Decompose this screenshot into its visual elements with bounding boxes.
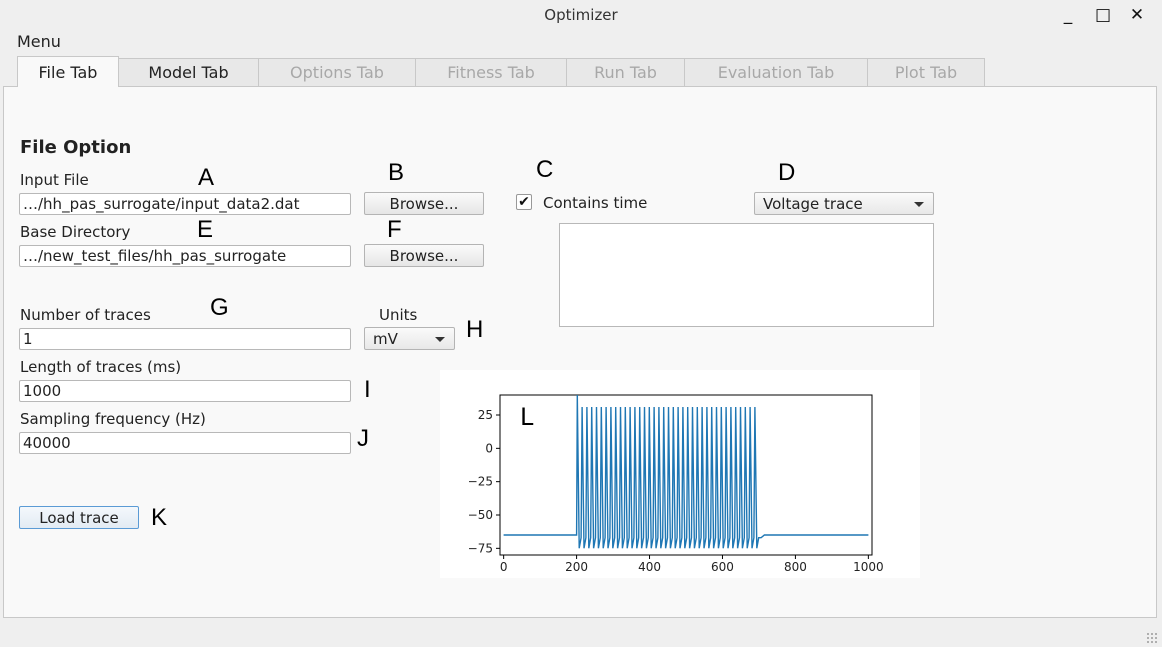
- base-directory-field[interactable]: …/new_test_files/hh_pas_surrogate: [19, 245, 351, 267]
- sampling-frequency-label: Sampling frequency (Hz): [20, 410, 206, 428]
- y-tick-label: −50: [468, 508, 493, 522]
- annotation-k: K: [151, 504, 168, 531]
- units-label: Units: [379, 306, 418, 324]
- menu-bar: Menu: [0, 30, 1162, 54]
- tab-file[interactable]: File Tab: [17, 56, 119, 87]
- minimize-icon[interactable]: _: [1063, 5, 1073, 25]
- x-tick-label: 400: [638, 560, 661, 574]
- length-of-traces-field[interactable]: 1000: [19, 380, 351, 402]
- annotation-e: E: [197, 216, 214, 243]
- annotation-d: D: [778, 159, 796, 186]
- input-file-value: …/hh_pas_surrogate/input_data2.dat: [23, 195, 300, 213]
- tab-options: Options Tab: [258, 58, 416, 86]
- trace-plot: 0 200 400 600 800 1000 25 0 −25 −50 −75 L: [440, 370, 920, 578]
- input-file-field[interactable]: …/hh_pas_surrogate/input_data2.dat: [19, 193, 351, 215]
- x-tick-label: 600: [711, 560, 734, 574]
- file-option-heading: File Option: [20, 137, 132, 158]
- trace-list-box[interactable]: [559, 223, 934, 327]
- close-icon[interactable]: ✕: [1129, 5, 1145, 25]
- y-tick-label: −75: [468, 541, 493, 555]
- base-directory-label: Base Directory: [20, 223, 131, 241]
- units-dropdown[interactable]: mV: [364, 327, 455, 350]
- input-file-label: Input File: [20, 171, 89, 189]
- annotation-i: I: [364, 376, 371, 403]
- chevron-down-icon: [914, 202, 924, 207]
- y-tick-label: −25: [468, 475, 493, 489]
- units-value: mV: [373, 329, 398, 348]
- tab-model[interactable]: Model Tab: [118, 58, 259, 86]
- tab-plot: Plot Tab: [867, 58, 985, 86]
- contains-time-label: Contains time: [543, 194, 648, 212]
- voltage-trace-line: [503, 394, 869, 549]
- base-directory-value: …/new_test_files/hh_pas_surrogate: [23, 247, 287, 265]
- resize-grip-icon[interactable]: [1146, 632, 1158, 644]
- maximize-icon[interactable]: □: [1094, 5, 1112, 25]
- annotation-a: A: [198, 164, 215, 191]
- number-of-traces-label: Number of traces: [20, 306, 151, 324]
- input-file-browse-button[interactable]: Browse...: [364, 192, 484, 215]
- trace-type-dropdown[interactable]: Voltage trace: [754, 192, 934, 215]
- annotation-j: J: [357, 425, 369, 452]
- x-tick-label: 1000: [853, 560, 884, 574]
- annotation-f: F: [387, 216, 402, 243]
- contains-time-checkbox[interactable]: ✔: [516, 194, 532, 210]
- x-tick-label: 800: [784, 560, 807, 574]
- annotation-g: G: [210, 294, 229, 321]
- tab-bar: File Tab Model Tab Options Tab Fitness T…: [3, 56, 1162, 87]
- load-trace-button[interactable]: Load trace: [19, 506, 139, 529]
- window-title: Optimizer: [544, 6, 618, 24]
- number-of-traces-field[interactable]: 1: [19, 328, 351, 350]
- annotation-h: H: [466, 316, 484, 343]
- title-bar: Optimizer _ □ ✕: [0, 0, 1162, 30]
- base-directory-browse-button[interactable]: Browse...: [364, 244, 484, 267]
- tab-evaluation: Evaluation Tab: [684, 58, 868, 86]
- x-tick-label: 200: [565, 560, 588, 574]
- y-tick-label: 0: [485, 441, 493, 455]
- menu-button[interactable]: Menu: [17, 32, 61, 51]
- trace-type-value: Voltage trace: [763, 194, 863, 213]
- status-bar: [0, 619, 1162, 647]
- length-of-traces-label: Length of traces (ms): [20, 358, 182, 376]
- annotation-c: C: [536, 156, 554, 183]
- sampling-frequency-field[interactable]: 40000: [19, 432, 351, 454]
- trace-plot-svg: 0 200 400 600 800 1000 25 0 −25 −50 −75 L: [468, 394, 884, 574]
- annotation-l: L: [520, 403, 534, 431]
- y-tick-label: 25: [478, 408, 493, 422]
- x-tick-label: 0: [500, 560, 508, 574]
- tab-fitness: Fitness Tab: [415, 58, 567, 86]
- tab-run: Run Tab: [566, 58, 685, 86]
- annotation-b: B: [388, 159, 405, 186]
- plot-frame: [499, 394, 873, 556]
- chevron-down-icon: [435, 337, 445, 342]
